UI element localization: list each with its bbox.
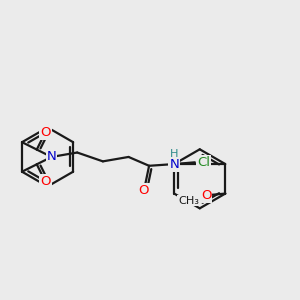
Text: O: O [40,126,51,139]
Text: O: O [139,184,149,197]
Text: O: O [201,189,211,202]
Text: O: O [40,175,51,188]
Text: N: N [46,150,56,164]
Text: Cl: Cl [197,156,210,169]
Text: CH₃: CH₃ [178,196,199,206]
Text: H: H [170,149,178,159]
Text: N: N [169,158,179,171]
